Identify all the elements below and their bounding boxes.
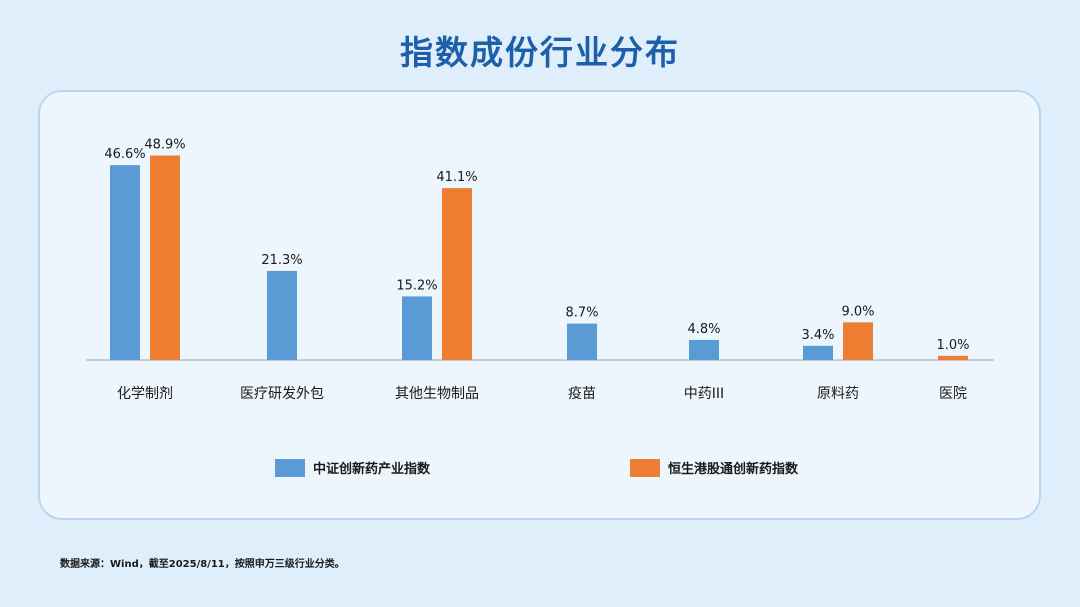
legend-swatch-1	[275, 459, 305, 477]
bar-2-6	[843, 322, 873, 360]
page-title: 指数成份行业分布	[400, 33, 680, 72]
data-label-2-7: 1.0%	[936, 338, 969, 353]
x-tick-label-5: 中药III	[684, 386, 724, 402]
bar-1-4	[567, 323, 597, 360]
x-tick-label-1: 化学制剂	[117, 386, 173, 402]
footnote: 数据来源：Wind，截至2025/8/11，按照申万三级行业分类。	[60, 559, 345, 570]
bar-1-3	[402, 296, 432, 360]
bar-1-6	[803, 345, 833, 360]
data-label-2-6: 9.0%	[841, 304, 874, 319]
bar-2-7	[938, 355, 968, 360]
data-label-1-6: 3.4%	[801, 328, 834, 343]
legend-swatch-2	[630, 459, 660, 477]
legend-label-2: 恒生港股通创新药指数	[668, 461, 799, 477]
data-label-2-3: 41.1%	[436, 170, 477, 185]
data-label-1-5: 4.8%	[687, 322, 720, 337]
data-label-2-1: 48.9%	[144, 138, 185, 153]
x-tick-label-4: 疫苗	[568, 386, 596, 402]
data-label-1-1: 46.6%	[104, 147, 145, 162]
data-label-1-2: 21.3%	[261, 253, 302, 268]
data-label-1-3: 15.2%	[396, 278, 437, 293]
bar-2-3	[442, 188, 472, 360]
x-tick-label-6: 原料药	[817, 386, 859, 402]
bar-1-1	[110, 165, 140, 360]
bar-2-1	[150, 155, 180, 360]
bar-1-5	[689, 339, 719, 360]
legend-label-1: 中证创新药产业指数	[313, 461, 431, 477]
data-label-1-4: 8.7%	[565, 306, 598, 321]
bar-1-2	[267, 270, 297, 360]
chart-card	[38, 90, 1041, 520]
x-tick-label-3: 其他生物制品	[395, 386, 479, 402]
x-tick-label-2: 医疗研发外包	[240, 386, 324, 402]
x-tick-label-7: 医院	[939, 386, 967, 402]
